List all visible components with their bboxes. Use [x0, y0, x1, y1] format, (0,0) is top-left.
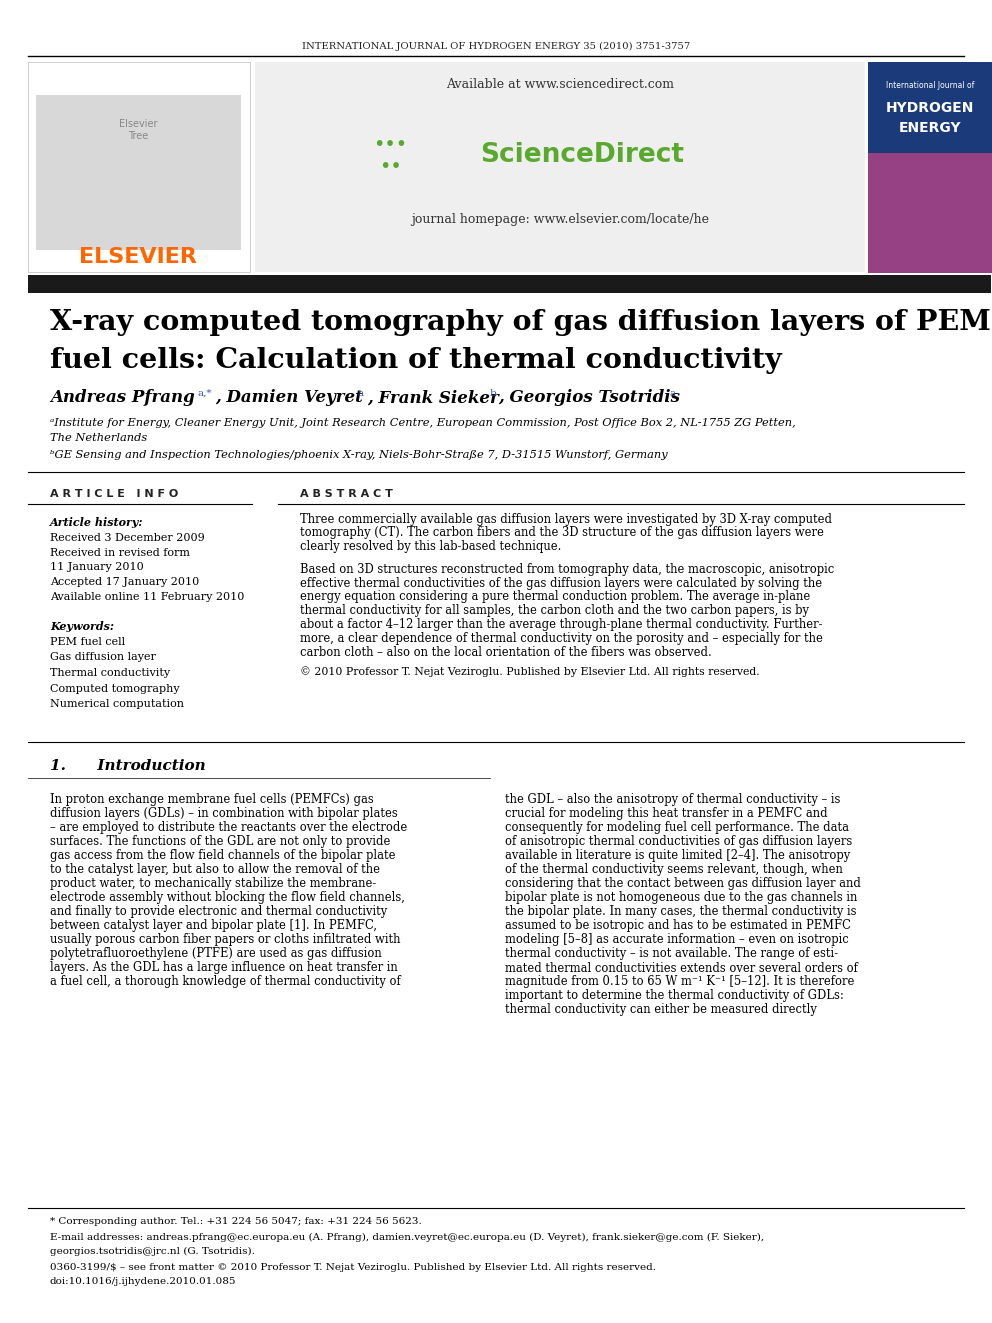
Text: Keywords:: Keywords: — [50, 620, 114, 631]
Text: Computed tomography: Computed tomography — [50, 684, 180, 693]
Text: diffusion layers (GDLs) – in combination with bipolar plates: diffusion layers (GDLs) – in combination… — [50, 807, 398, 820]
Text: A R T I C L E   I N F O: A R T I C L E I N F O — [50, 490, 179, 499]
Text: X-ray computed tomography of gas diffusion layers of PEM: X-ray computed tomography of gas diffusi… — [50, 308, 991, 336]
Text: Accepted 17 January 2010: Accepted 17 January 2010 — [50, 577, 199, 587]
Text: magnitude from 0.15 to 65 W m⁻¹ K⁻¹ [5–12]. It is therefore: magnitude from 0.15 to 65 W m⁻¹ K⁻¹ [5–1… — [505, 975, 854, 988]
Text: electrode assembly without blocking the flow field channels,: electrode assembly without blocking the … — [50, 892, 405, 905]
Text: more, a clear dependence of thermal conductivity on the porosity and – especiall: more, a clear dependence of thermal cond… — [300, 632, 823, 644]
Text: b: b — [490, 389, 497, 397]
Text: layers. As the GDL has a large influence on heat transfer in: layers. As the GDL has a large influence… — [50, 962, 398, 975]
Text: A B S T R A C T: A B S T R A C T — [300, 490, 393, 499]
Text: 0360-3199/$ – see front matter © 2010 Professor T. Nejat Veziroglu. Published by: 0360-3199/$ – see front matter © 2010 Pr… — [50, 1263, 656, 1273]
Text: effective thermal conductivities of the gas diffusion layers were calculated by : effective thermal conductivities of the … — [300, 577, 822, 590]
Text: , Georgios Tsotridis: , Georgios Tsotridis — [498, 389, 680, 406]
Text: In proton exchange membrane fuel cells (PEMFCs) gas: In proton exchange membrane fuel cells (… — [50, 794, 374, 807]
Text: of anisotropic thermal conductivities of gas diffusion layers: of anisotropic thermal conductivities of… — [505, 836, 852, 848]
Text: * Corresponding author. Tel.: +31 224 56 5047; fax: +31 224 56 5623.: * Corresponding author. Tel.: +31 224 56… — [50, 1217, 422, 1226]
Text: journal homepage: www.elsevier.com/locate/he: journal homepage: www.elsevier.com/locat… — [411, 213, 709, 226]
Text: a: a — [358, 389, 364, 397]
Text: Thermal conductivity: Thermal conductivity — [50, 668, 170, 677]
Text: ᵃInstitute for Energy, Cleaner Energy Unit, Joint Research Centre, European Comm: ᵃInstitute for Energy, Cleaner Energy Un… — [50, 418, 796, 429]
Text: between catalyst layer and bipolar plate [1]. In PEMFC,: between catalyst layer and bipolar plate… — [50, 919, 377, 933]
Text: fuel cells: Calculation of thermal conductivity: fuel cells: Calculation of thermal condu… — [50, 347, 782, 373]
Text: modeling [5–8] as accurate information – even on isotropic: modeling [5–8] as accurate information –… — [505, 934, 849, 946]
Text: Available online 11 February 2010: Available online 11 February 2010 — [50, 591, 244, 602]
Text: Elsevier
Tree: Elsevier Tree — [119, 119, 158, 140]
Text: Received in revised form: Received in revised form — [50, 548, 190, 558]
FancyBboxPatch shape — [28, 275, 991, 292]
FancyBboxPatch shape — [28, 62, 250, 273]
Text: available in literature is quite limited [2–4]. The anisotropy: available in literature is quite limited… — [505, 849, 850, 863]
Text: E-mail addresses: andreas.pfrang@ec.europa.eu (A. Pfrang), damien.veyret@ec.euro: E-mail addresses: andreas.pfrang@ec.euro… — [50, 1233, 764, 1241]
Text: product water, to mechanically stabilize the membrane-: product water, to mechanically stabilize… — [50, 877, 376, 890]
Text: a,*: a,* — [198, 389, 212, 397]
Text: ELSEVIER: ELSEVIER — [79, 247, 197, 267]
Text: ScienceDirect: ScienceDirect — [480, 142, 684, 168]
Text: thermal conductivity – is not available. The range of esti-: thermal conductivity – is not available.… — [505, 947, 838, 960]
Text: •••
••: ••• •• — [373, 135, 407, 176]
Text: polytetrafluoroethylene (PTFE) are used as gas diffusion: polytetrafluoroethylene (PTFE) are used … — [50, 947, 382, 960]
Text: – are employed to distribute the reactants over the electrode: – are employed to distribute the reactan… — [50, 822, 408, 835]
Text: the GDL – also the anisotropy of thermal conductivity – is: the GDL – also the anisotropy of thermal… — [505, 794, 840, 807]
Text: , Frank Sieker: , Frank Sieker — [367, 389, 499, 406]
Text: Gas diffusion layer: Gas diffusion layer — [50, 652, 156, 663]
Text: , Damien Veyret: , Damien Veyret — [215, 389, 363, 406]
Text: important to determine the thermal conductivity of GDLs:: important to determine the thermal condu… — [505, 990, 844, 1003]
Text: and finally to provide electronic and thermal conductivity: and finally to provide electronic and th… — [50, 905, 387, 918]
Text: Three commercially available gas diffusion layers were investigated by 3D X-ray : Three commercially available gas diffusi… — [300, 512, 832, 525]
Text: thermal conductivity can either be measured directly: thermal conductivity can either be measu… — [505, 1004, 816, 1016]
Text: gas access from the flow field channels of the bipolar plate: gas access from the flow field channels … — [50, 849, 396, 863]
FancyBboxPatch shape — [868, 153, 992, 273]
Text: © 2010 Professor T. Nejat Veziroglu. Published by Elsevier Ltd. All rights reser: © 2010 Professor T. Nejat Veziroglu. Pub… — [300, 667, 760, 677]
Text: tomography (CT). The carbon fibers and the 3D structure of the gas diffusion lay: tomography (CT). The carbon fibers and t… — [300, 527, 824, 540]
Text: INTERNATIONAL JOURNAL OF HYDROGEN ENERGY 35 (2010) 3751-3757: INTERNATIONAL JOURNAL OF HYDROGEN ENERGY… — [302, 41, 690, 50]
Text: clearly resolved by this lab-based technique.: clearly resolved by this lab-based techn… — [300, 540, 561, 553]
FancyBboxPatch shape — [36, 95, 241, 250]
Text: crucial for modeling this heat transfer in a PEMFC and: crucial for modeling this heat transfer … — [505, 807, 827, 820]
Text: a fuel cell, a thorough knowledge of thermal conductivity of: a fuel cell, a thorough knowledge of the… — [50, 975, 401, 988]
Text: to the catalyst layer, but also to allow the removal of the: to the catalyst layer, but also to allow… — [50, 864, 380, 877]
Text: usually porous carbon fiber papers or cloths infiltrated with: usually porous carbon fiber papers or cl… — [50, 934, 401, 946]
FancyBboxPatch shape — [868, 62, 992, 273]
Text: PEM fuel cell: PEM fuel cell — [50, 636, 125, 647]
Text: ᵇGE Sensing and Inspection Technologies/phoenix X-ray, Niels-Bohr-Straße 7, D-31: ᵇGE Sensing and Inspection Technologies/… — [50, 450, 668, 460]
Text: International Journal of: International Journal of — [886, 81, 974, 90]
Text: Received 3 December 2009: Received 3 December 2009 — [50, 533, 204, 542]
Text: 11 January 2010: 11 January 2010 — [50, 562, 144, 572]
Text: ENERGY: ENERGY — [899, 120, 961, 135]
Text: energy equation considering a pure thermal conduction problem. The average in-pl: energy equation considering a pure therm… — [300, 590, 810, 603]
Text: the bipolar plate. In many cases, the thermal conductivity is: the bipolar plate. In many cases, the th… — [505, 905, 856, 918]
Text: considering that the contact between gas diffusion layer and: considering that the contact between gas… — [505, 877, 861, 890]
Text: Based on 3D structures reconstructed from tomography data, the macroscopic, anis: Based on 3D structures reconstructed fro… — [300, 562, 834, 576]
FancyBboxPatch shape — [255, 62, 865, 273]
Text: Numerical computation: Numerical computation — [50, 699, 184, 709]
Text: assumed to be isotropic and has to be estimated in PEMFC: assumed to be isotropic and has to be es… — [505, 919, 851, 933]
Text: The Netherlands: The Netherlands — [50, 433, 147, 443]
Text: consequently for modeling fuel cell performance. The data: consequently for modeling fuel cell perf… — [505, 822, 849, 835]
Text: surfaces. The functions of the GDL are not only to provide: surfaces. The functions of the GDL are n… — [50, 836, 391, 848]
Text: a: a — [670, 389, 677, 397]
Text: 1.      Introduction: 1. Introduction — [50, 759, 205, 773]
Text: Article history:: Article history: — [50, 516, 144, 528]
Text: georgios.tsotridis@jrc.nl (G. Tsotridis).: georgios.tsotridis@jrc.nl (G. Tsotridis)… — [50, 1246, 255, 1256]
Text: Andreas Pfrang: Andreas Pfrang — [50, 389, 194, 406]
Text: of the thermal conductivity seems relevant, though, when: of the thermal conductivity seems releva… — [505, 864, 843, 877]
Text: Available at www.sciencedirect.com: Available at www.sciencedirect.com — [446, 78, 674, 91]
Text: doi:10.1016/j.ijhydene.2010.01.085: doi:10.1016/j.ijhydene.2010.01.085 — [50, 1278, 236, 1286]
Text: HYDROGEN: HYDROGEN — [886, 101, 974, 115]
Text: carbon cloth – also on the local orientation of the fibers was observed.: carbon cloth – also on the local orienta… — [300, 646, 711, 659]
Text: about a factor 4–12 larger than the average through-plane thermal conductivity. : about a factor 4–12 larger than the aver… — [300, 618, 822, 631]
Text: bipolar plate is not homogeneous due to the gas channels in: bipolar plate is not homogeneous due to … — [505, 892, 857, 905]
Text: mated thermal conductivities extends over several orders of: mated thermal conductivities extends ove… — [505, 962, 858, 975]
Text: thermal conductivity for all samples, the carbon cloth and the two carbon papers: thermal conductivity for all samples, th… — [300, 605, 809, 618]
